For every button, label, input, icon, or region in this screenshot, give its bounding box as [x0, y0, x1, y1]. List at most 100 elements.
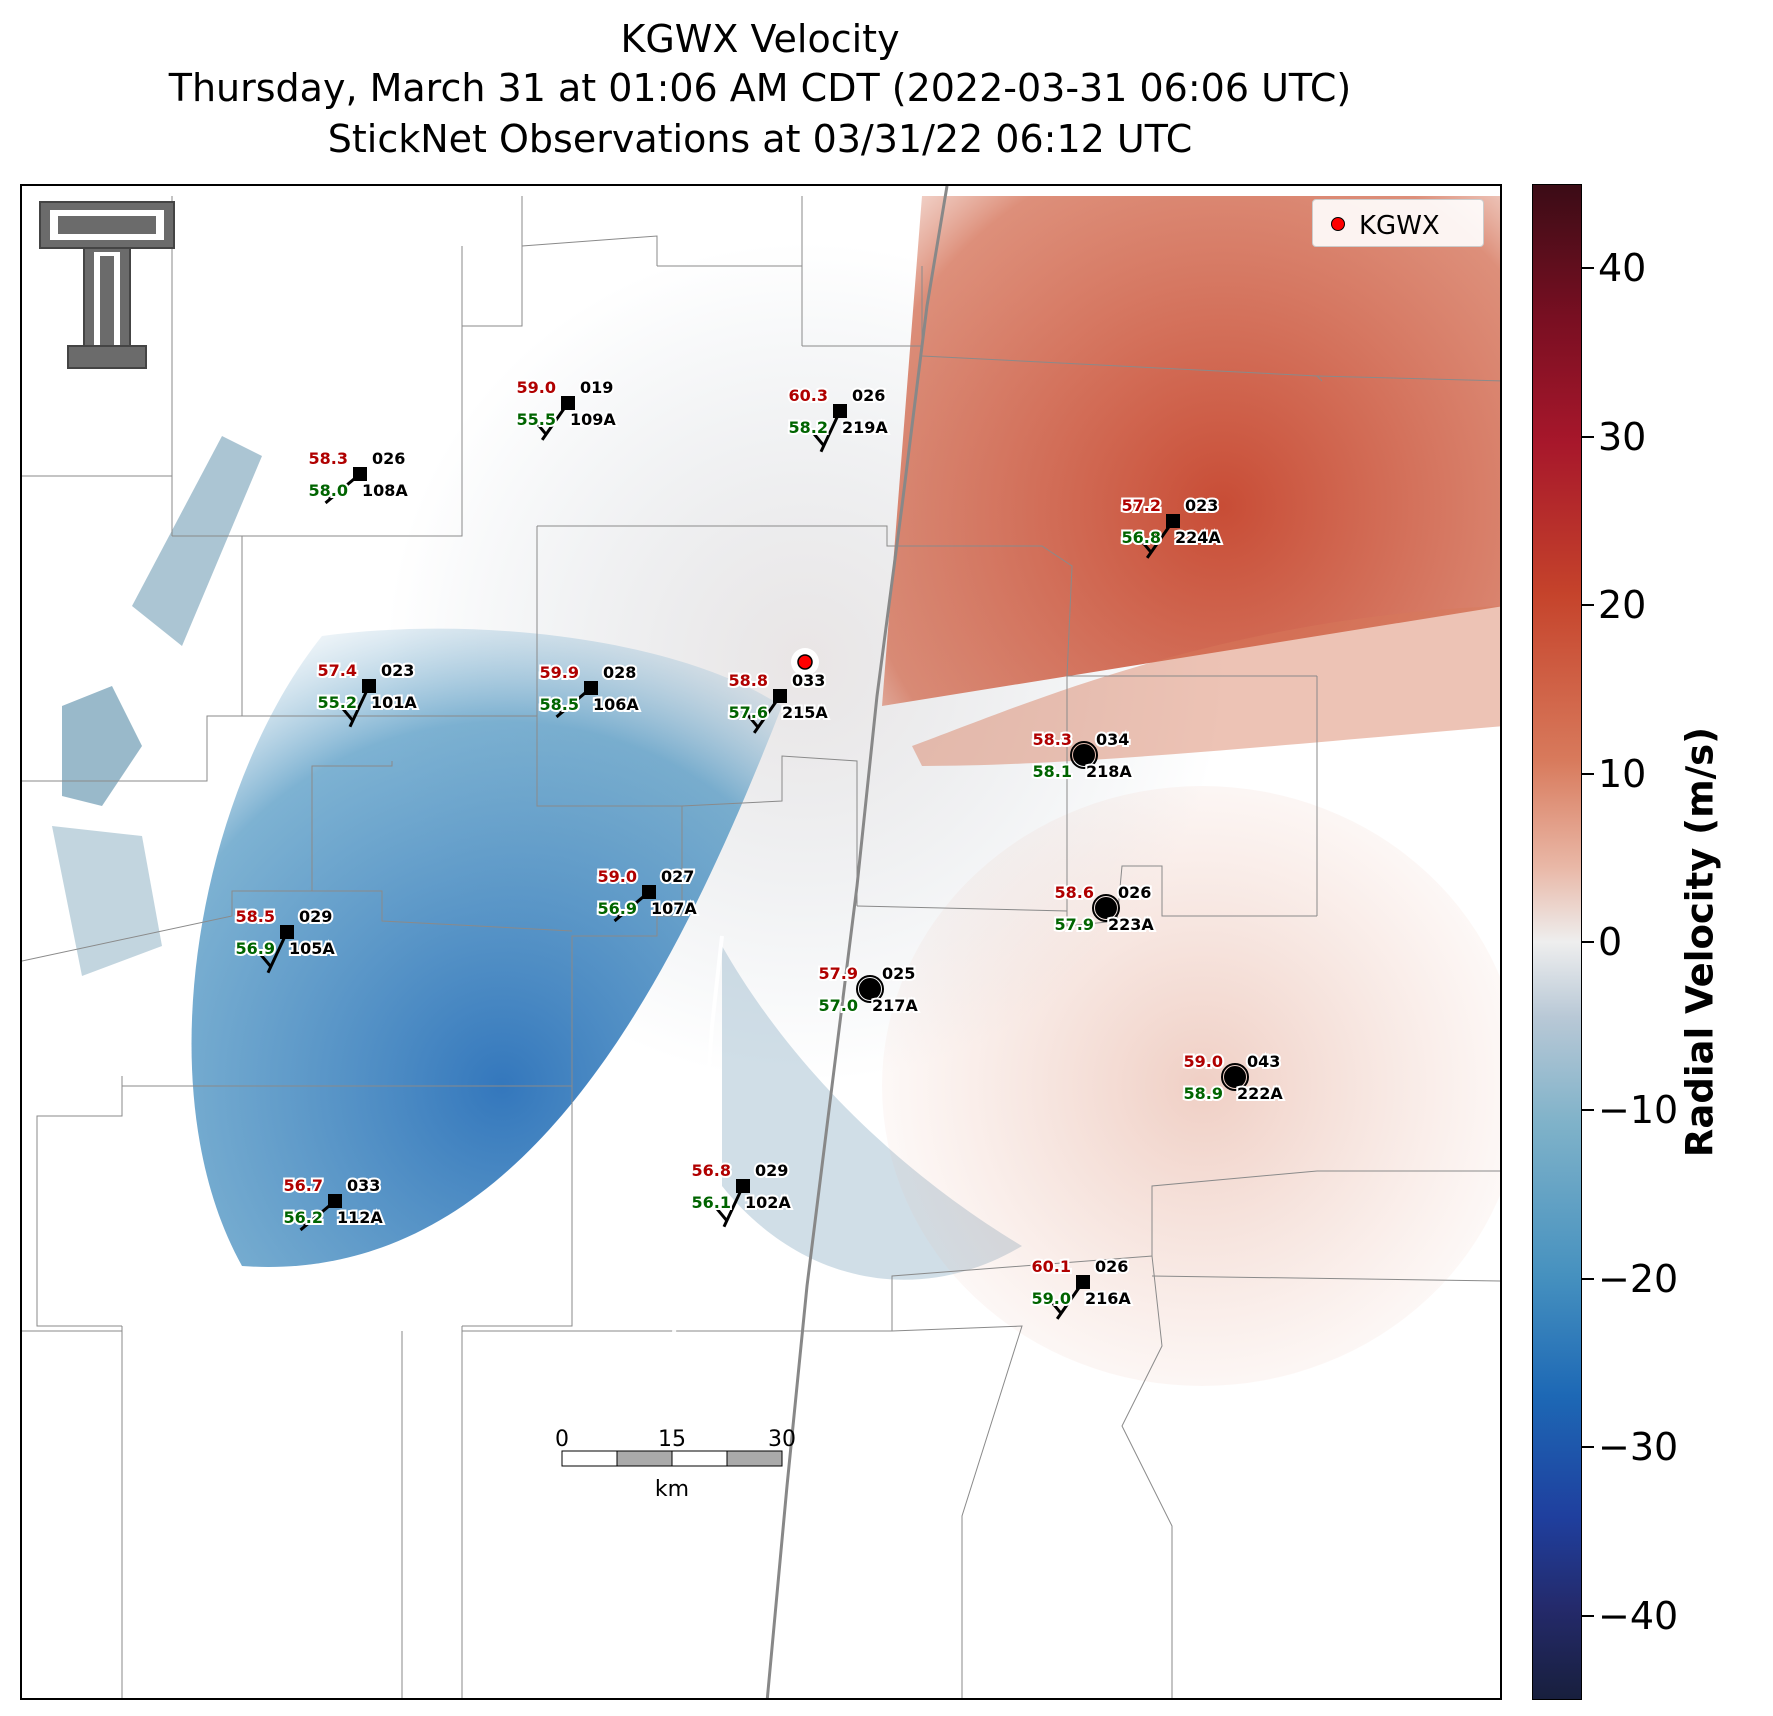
station-temp: 58.8 — [729, 671, 768, 690]
radar-echoes — [52, 186, 1500, 1386]
station-id: 219A — [842, 418, 888, 437]
scale-bar: 0 15 30 km — [555, 1427, 796, 1502]
station-id: 222A — [1237, 1084, 1283, 1103]
colorbar-tick — [1582, 604, 1594, 607]
station-dewpoint: 58.9 — [1184, 1084, 1223, 1103]
calm-ring-icon — [1070, 741, 1098, 769]
wind-barb-flag — [319, 485, 332, 500]
station-square-icon — [353, 467, 367, 481]
station-square-icon — [561, 396, 575, 410]
station-id: 106A — [593, 695, 639, 714]
colorbar-tick-label: −20 — [1598, 1256, 1679, 1301]
station-wind: 033 — [792, 671, 825, 690]
station-id: 101A — [371, 693, 417, 712]
radar-dot-icon — [1331, 217, 1345, 231]
station-id: 108A — [362, 481, 408, 500]
colorbar-tick — [1582, 435, 1594, 438]
calm-wind-circle-icon — [859, 978, 881, 1000]
scale-label-30: 30 — [768, 1427, 796, 1452]
wind-barb-flag — [550, 699, 563, 714]
wind-barb-flag — [1139, 539, 1153, 554]
calm-ring-icon — [1092, 894, 1120, 922]
station-wind: 028 — [603, 663, 636, 682]
station-id: 107A — [651, 899, 697, 918]
station-dewpoint: 56.9 — [236, 939, 275, 958]
station-id: 217A — [872, 996, 918, 1015]
station-temp: 59.0 — [598, 867, 637, 886]
station-id: 109A — [570, 410, 616, 429]
title-line-2: Thursday, March 31 at 01:06 AM CDT (2022… — [168, 66, 1352, 110]
station-wind: 019 — [580, 378, 613, 397]
station-square-icon — [773, 689, 787, 703]
colorbar-tick-label: 0 — [1598, 920, 1623, 964]
station-dewpoint: 56.9 — [598, 899, 637, 918]
station-temp: 60.1 — [1032, 1257, 1071, 1276]
station-101A: 57.4 023 55.2 101A — [316, 659, 419, 728]
station-wind: 026 — [1118, 883, 1151, 902]
wind-barb-flag — [608, 903, 621, 918]
station-dewpoint: 57.9 — [1055, 915, 1094, 934]
station-105A: 58.5 029 56.9 105A — [234, 905, 337, 974]
station-square-icon — [362, 679, 376, 693]
station-108A: 58.3 026 58.0 108A — [307, 447, 410, 505]
colorbar-tick-label: −30 — [1598, 1425, 1679, 1470]
wind-barb-flag — [812, 432, 825, 447]
colorbar-tick-label: −40 — [1598, 1593, 1679, 1638]
texas-tech-double-t-icon — [39, 201, 175, 369]
calm-ring-icon — [856, 975, 884, 1003]
station-dewpoint: 58.1 — [1033, 762, 1072, 781]
station-id: 105A — [289, 939, 335, 958]
station-id: 216A — [1085, 1289, 1131, 1308]
station-square-icon — [642, 885, 656, 899]
station-dewpoint: 57.6 — [729, 703, 768, 722]
wind-barb-flag — [294, 1212, 307, 1227]
colorbar-tick-label: 20 — [1598, 583, 1647, 628]
station-wind: 029 — [299, 907, 332, 926]
station-id: 218A — [1086, 762, 1132, 781]
station-224A: 57.2 023 56.8 224A — [1120, 494, 1223, 559]
station-dewpoint: 56.2 — [284, 1208, 323, 1227]
colorbar-tick-label: 40 — [1598, 246, 1647, 291]
colorbar-tick-label: 10 — [1598, 751, 1647, 796]
station-wind: 029 — [755, 1161, 788, 1180]
station-temp: 59.9 — [540, 663, 579, 682]
station-223A: 58.6 026 57.9 223A — [1053, 881, 1157, 936]
radar-beam-blockage-line — [670, 935, 724, 1347]
station-square-icon — [736, 1179, 750, 1193]
station-wind: 026 — [852, 386, 885, 405]
station-dewpoint: 58.2 — [789, 418, 828, 437]
station-dewpoint: 57.0 — [819, 996, 858, 1015]
colorbar-tick — [1582, 1277, 1594, 1280]
station-id: 223A — [1108, 915, 1154, 934]
station-dewpoint: 56.1 — [692, 1193, 731, 1212]
colorbar-tick — [1582, 941, 1594, 943]
calm-wind-circle-icon — [1073, 744, 1095, 766]
station-dewpoint: 58.0 — [309, 481, 348, 500]
station-106A: 59.9 028 58.5 106A — [538, 661, 641, 719]
county-boundaries — [22, 196, 1500, 1698]
wind-barb-flag — [341, 707, 354, 722]
station-square-icon — [1166, 514, 1180, 528]
station-107A: 59.0 027 56.9 107A — [596, 865, 699, 923]
wind-barb-flag — [534, 421, 548, 436]
station-222A: 59.0 043 58.9 222A — [1182, 1050, 1286, 1105]
radar-map: 59.0 019 55.5 109A 60.3 026 58.2 219A 58.3 026 58.… — [20, 184, 1502, 1700]
station-dewpoint: 56.8 — [1122, 528, 1161, 547]
wind-barb-flag — [746, 714, 760, 729]
radar-site-marker — [791, 648, 819, 676]
station-217A: 57.9 025 57.0 217A — [817, 962, 921, 1017]
calm-ring-icon — [1221, 1063, 1249, 1091]
station-id: 102A — [745, 1193, 791, 1212]
station-218A: 58.3 034 58.1 218A — [1031, 728, 1135, 783]
legend-label: KGWX — [1359, 211, 1440, 241]
echo-west-2 — [52, 826, 162, 976]
title-line-1: KGWX Velocity — [620, 17, 900, 61]
scale-label-15: 15 — [658, 1427, 686, 1452]
scale-unit: km — [655, 1477, 689, 1502]
station-temp: 57.9 — [819, 964, 858, 983]
station-dewpoint: 59.0 — [1032, 1289, 1071, 1308]
title-line-3: StickNet Observations at 03/31/22 06:12 … — [327, 117, 1193, 161]
colorbar-tick — [1582, 1446, 1594, 1449]
